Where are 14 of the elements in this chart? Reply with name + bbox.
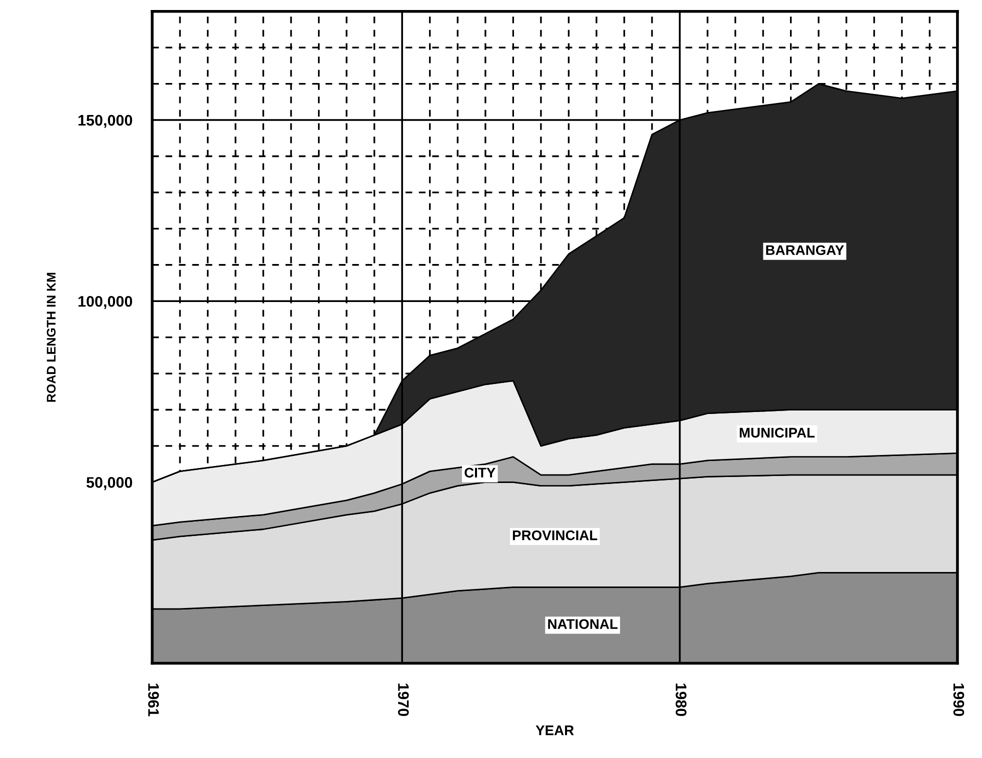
y-axis-title: ROAD LENGTH IN KM <box>46 272 56 402</box>
x-tick-label: 1980 <box>676 684 686 716</box>
series-label: PROVINCIAL <box>512 530 598 540</box>
series-label: BARANGAY <box>766 245 844 256</box>
x-tick-label: 1990 <box>953 684 964 716</box>
x-tick-label: 1970 <box>398 684 409 716</box>
y-tick-label: 150,000 <box>78 114 132 128</box>
series-label: NATIONAL <box>548 619 618 629</box>
x-tick-label: 1961 <box>148 684 159 716</box>
y-tick-label: 100,000 <box>78 296 132 309</box>
x-axis-title: YEAR <box>536 726 574 736</box>
series-label: MUNICIPAL <box>740 428 815 438</box>
y-tick-label: 50,000 <box>86 477 132 490</box>
series-label: CITY <box>464 468 496 478</box>
